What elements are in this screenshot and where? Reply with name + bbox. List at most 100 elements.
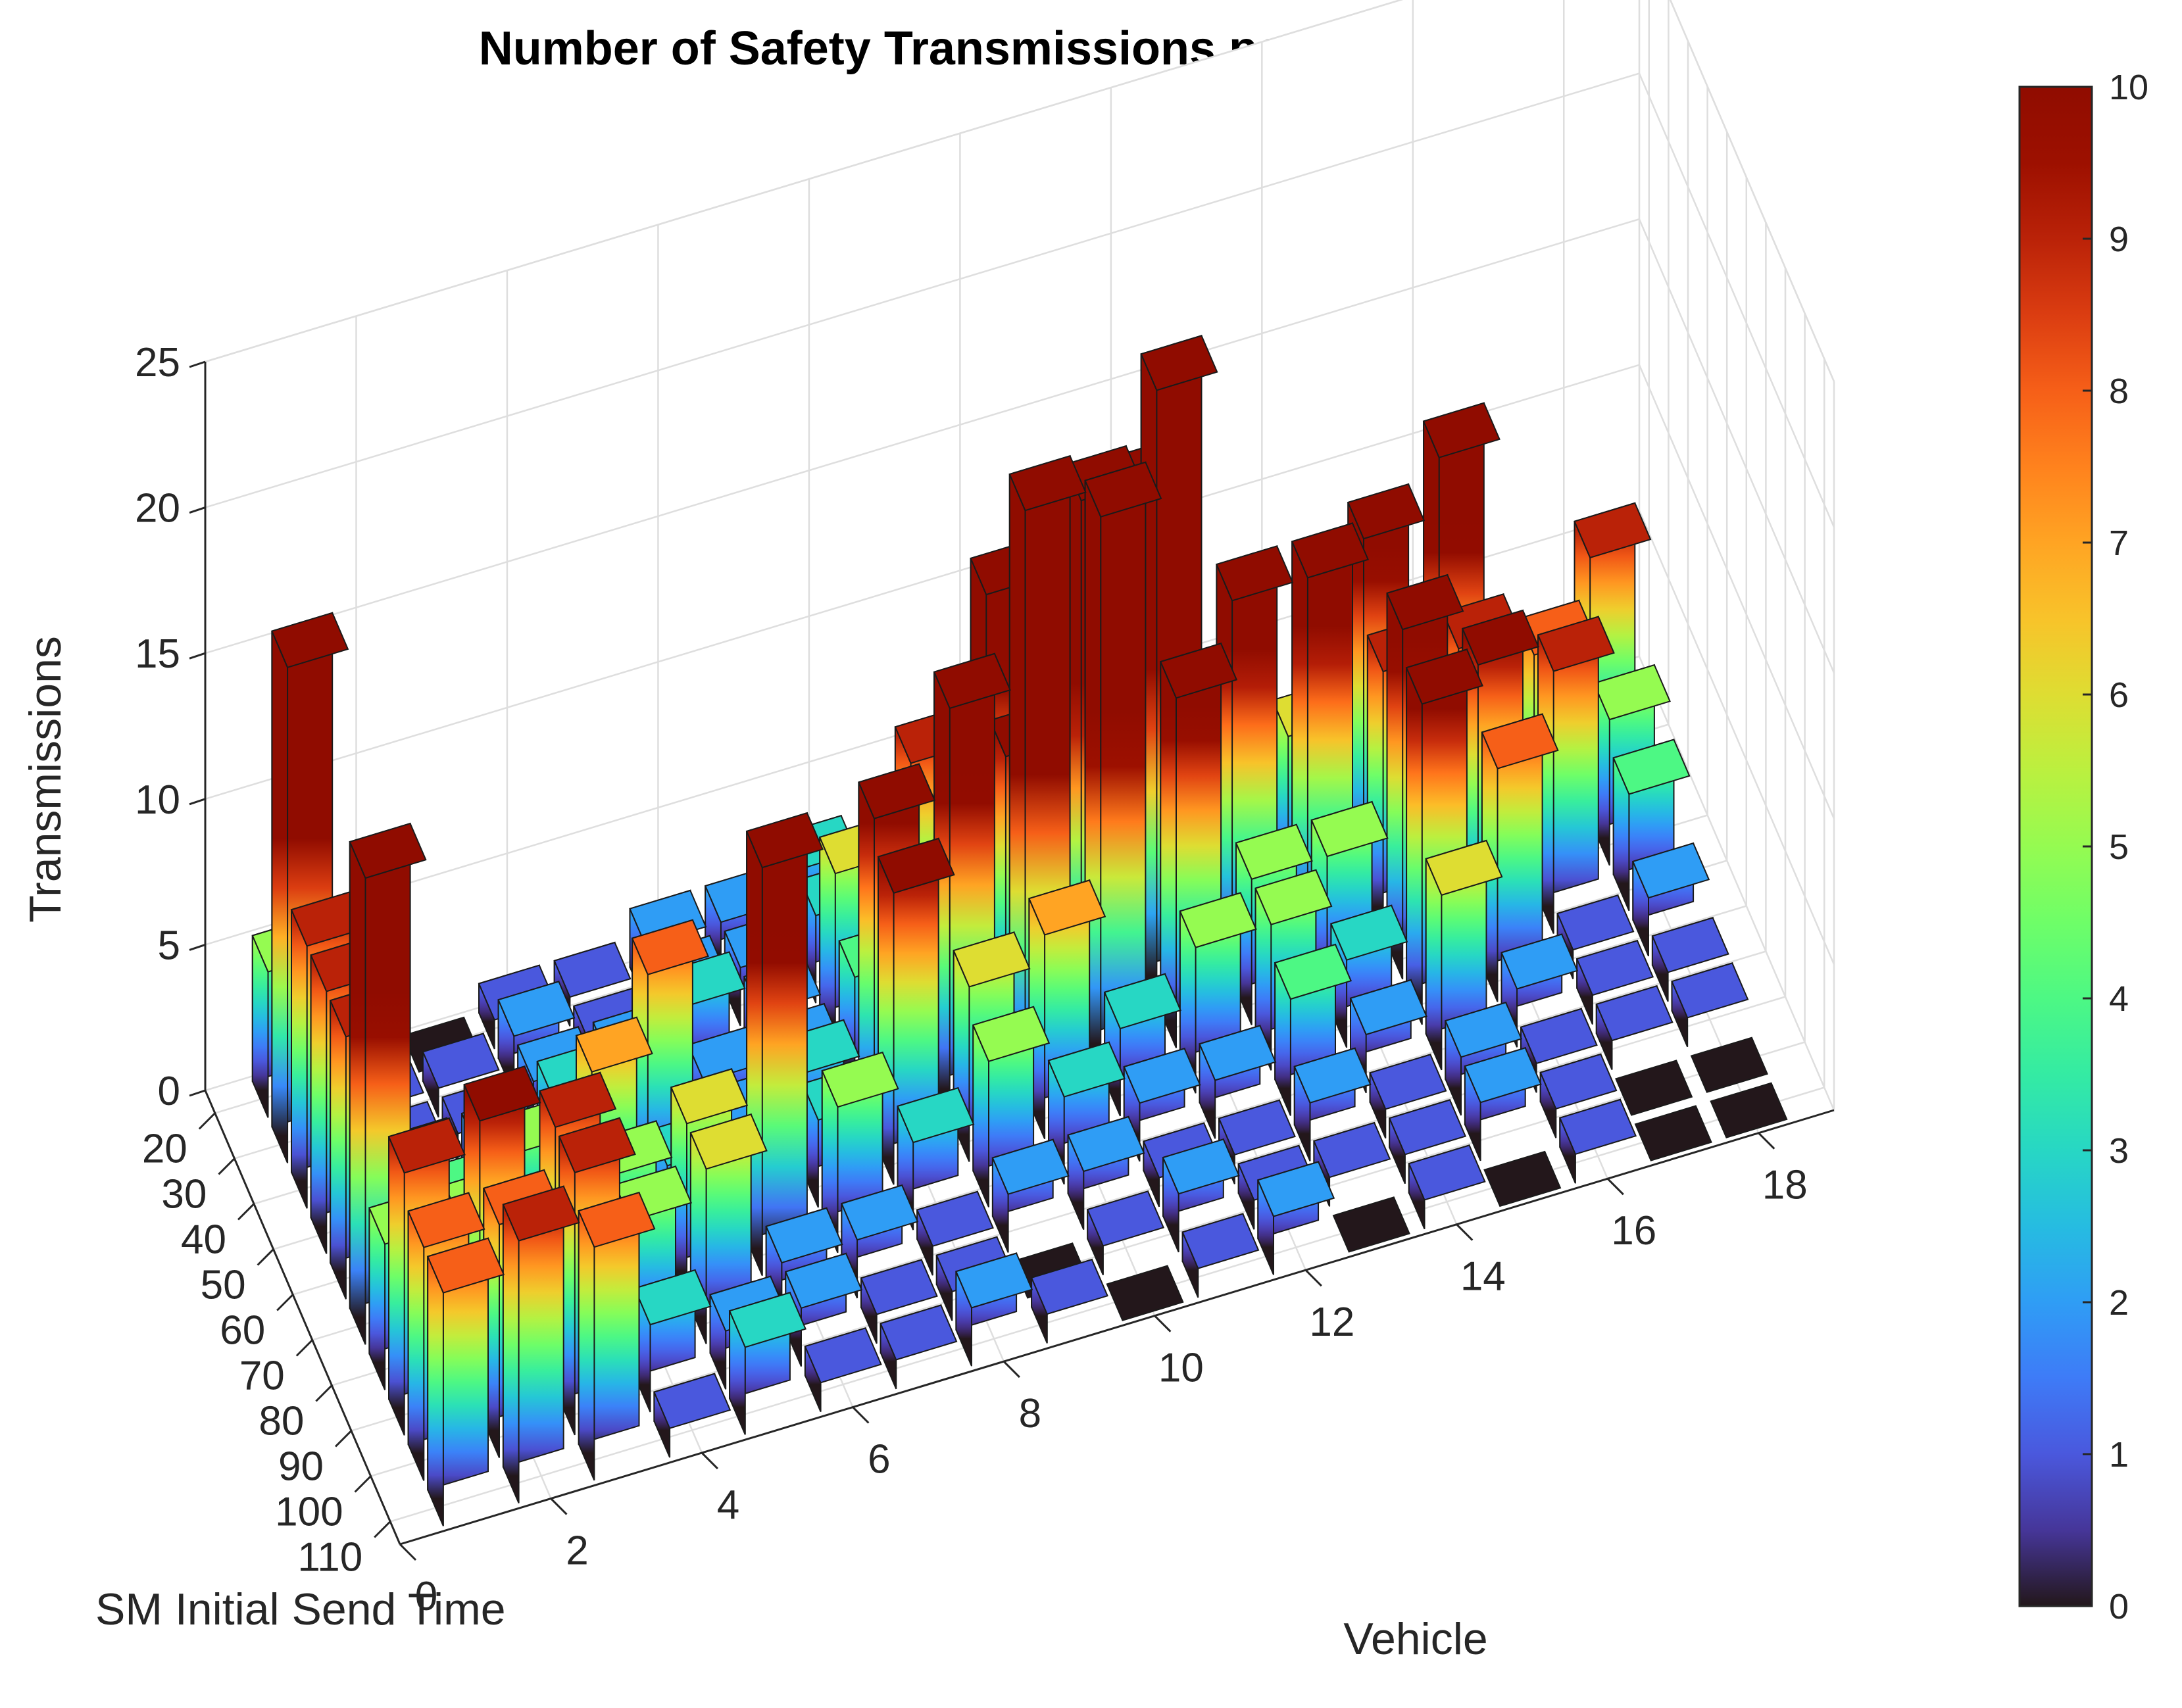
bar-face-top [670,1068,749,1125]
bar-face-side [271,631,289,1163]
bar-face-top [1634,1105,1712,1161]
bar-face-top [1123,1048,1201,1104]
z-tick-mark [189,652,206,660]
bar-face-top [1332,1196,1410,1253]
y-tick-label: 20 [142,1127,187,1172]
colorbar-tick-label: 8 [2109,372,2129,411]
bar-face-side [578,1210,595,1481]
bar-face-top [1067,1115,1145,1173]
colorbar-tick-label: 5 [2109,827,2129,867]
bar [1103,973,1181,1117]
bar [1483,1150,1562,1208]
bar-face-top [463,1065,541,1122]
z-axis-label: Transmissions [20,636,70,923]
grid-wall-z [205,218,1640,654]
bar-face-top [1444,1002,1523,1058]
bar [1671,962,1749,1048]
y-tick-label: 60 [220,1308,265,1354]
bar-face-top [1631,842,1710,899]
x-tick-mark [1758,1132,1775,1150]
bar-face-top [1235,823,1313,881]
x-tick-label: 14 [1460,1254,1506,1300]
y-tick-mark [237,1203,255,1221]
bar [1710,1082,1788,1138]
grid-wall-z [1638,73,1835,528]
y-tick-mark [276,1294,294,1311]
bar [804,1327,882,1412]
bar [1539,1053,1618,1138]
bar [1612,739,1691,912]
y-tick-label: 30 [161,1172,207,1217]
bar [1330,904,1408,1048]
bar [860,1259,938,1344]
y-axis-line [204,1090,401,1545]
bar-face-top [804,1327,882,1384]
y-tick-mark [315,1384,333,1402]
colorbar-tick-label: 0 [2109,1587,2129,1626]
bar [765,1207,843,1321]
colorbar-ticks: 0 1 2 3 4 5 6 7 8 9 10 [2083,68,2148,1626]
y-tick-mark [334,1430,353,1448]
tick-labels: 0246810121416182030405060708090100110051… [135,340,1808,1619]
bar-face-top [1615,1060,1693,1116]
bar-face-top [1162,1138,1240,1195]
bar-face-top [653,1373,731,1429]
x-tick-mark [1606,1178,1624,1196]
x-tick-label: 16 [1611,1208,1656,1254]
x-axis-line [399,1109,1835,1546]
bar-face-top [1218,1099,1296,1156]
bar-face-side [502,1204,520,1503]
bar-face-top [860,1259,938,1315]
bar [1537,616,1615,934]
bar-face-top [1612,739,1691,795]
bar-face-top [991,1138,1070,1195]
bar-face-top [1539,1053,1618,1110]
bar-face-top [1408,1144,1486,1201]
y-tick-label: 40 [181,1217,226,1263]
x-tick-label: 12 [1309,1300,1354,1345]
bar-face-top [1347,483,1426,540]
bar-face-top [1159,643,1238,699]
bar-face-top [858,763,936,819]
bar-face-top [841,1184,919,1241]
bar-face-top [1274,943,1352,1000]
bar [1179,892,1257,1094]
z-tick-label: 25 [135,340,180,385]
z-tick-mark [189,943,206,951]
bar-face-top [1216,545,1294,602]
colorbar-gradient [2018,85,2093,1607]
bar-face-side [349,841,366,1345]
grid-wall-z [1638,510,1835,965]
grid-wall-z [1638,218,1835,673]
colorbar-tick-label: 3 [2109,1131,2129,1171]
bar-face-top [1179,892,1257,948]
bar [1181,1213,1260,1298]
colorbar-tick-label: 7 [2109,524,2129,563]
grid-wall-z [1638,364,1835,819]
bar-face-top [897,1086,975,1144]
grid-wall-z [205,72,1640,508]
bar-face-top [1291,522,1370,579]
bar [502,1185,580,1503]
y-tick-label: 70 [239,1354,285,1399]
bars-group [251,335,1788,1526]
bar-face-side [330,1000,347,1300]
z-tick-mark [189,798,206,806]
bar [1464,1046,1542,1161]
bar [1690,1037,1768,1093]
x-tick-mark [701,1452,719,1470]
bar-face-top [877,837,955,894]
bar [1388,1099,1467,1184]
bar [991,1138,1070,1253]
bar-face-side [388,1136,405,1436]
bar-face-top [578,1191,656,1248]
bar-face-top [422,1033,500,1089]
bar-face-top [553,941,632,998]
bar [1256,1161,1335,1275]
bar-face-top [1369,1054,1447,1110]
colorbar-tick-label: 9 [2109,220,2129,259]
bar [1123,1047,1201,1162]
bar [1084,461,1162,1071]
bar-face-top [745,812,824,869]
